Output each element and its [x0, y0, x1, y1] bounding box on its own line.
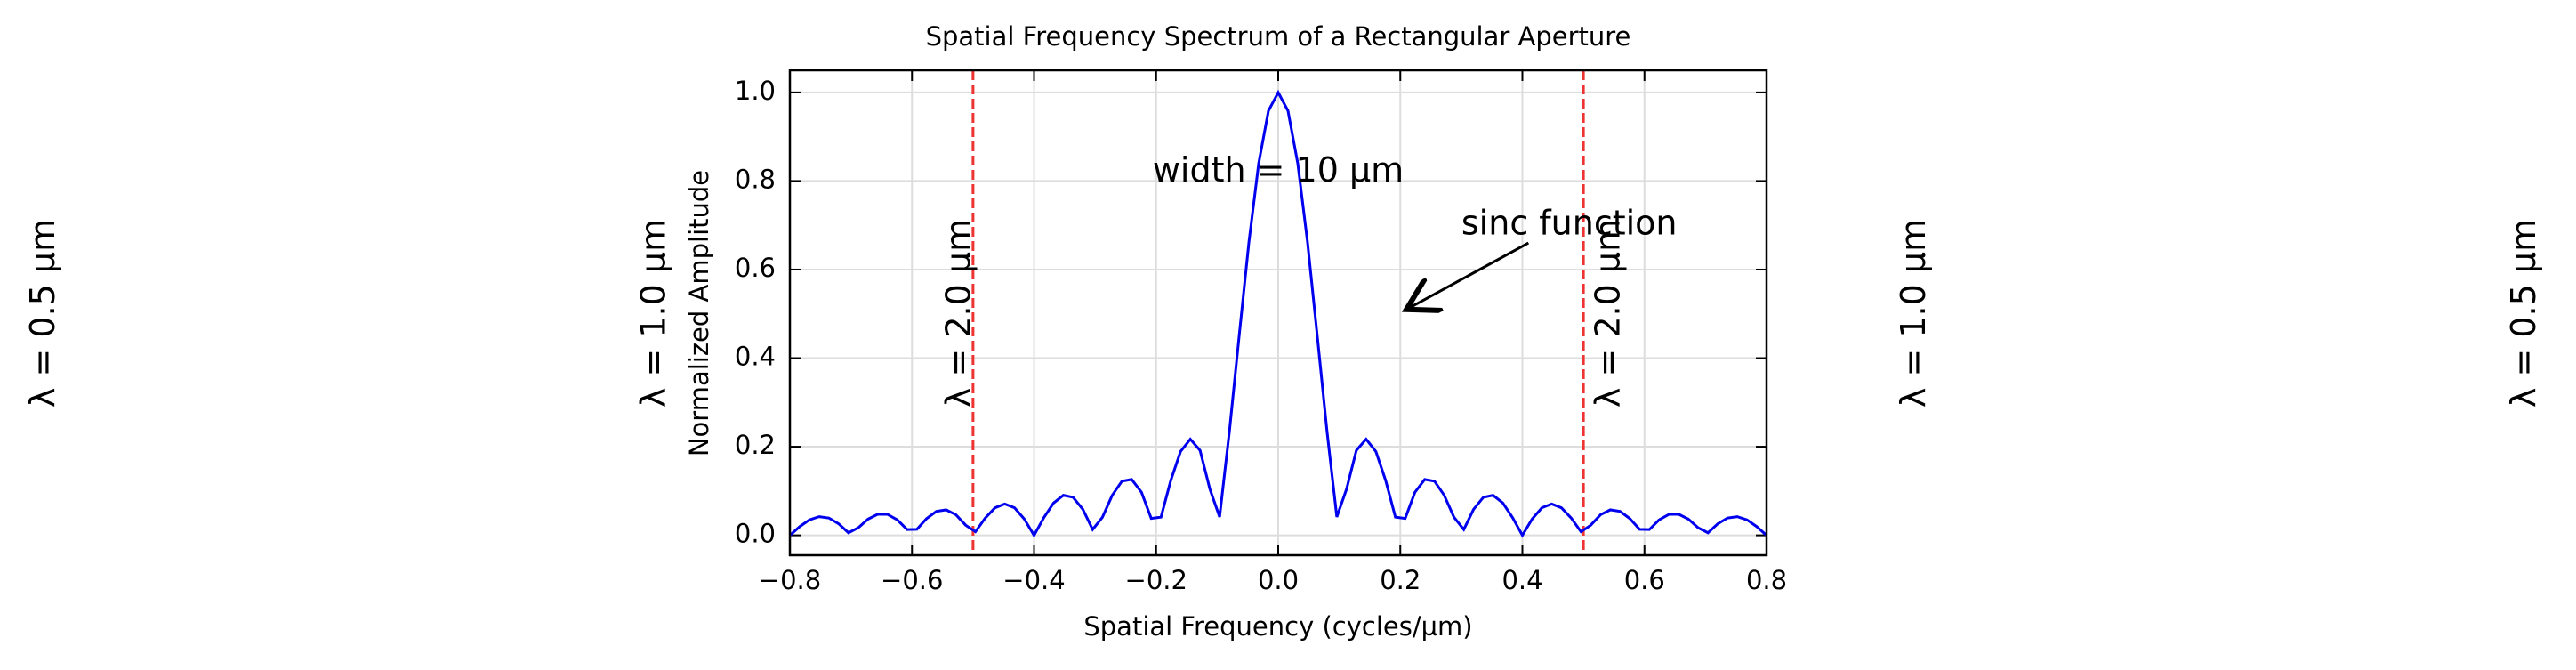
x-tick-label: −0.8: [759, 565, 821, 595]
y-tick-label: 0.6: [735, 253, 776, 283]
x-tick-label: −0.6: [881, 565, 943, 595]
x-tick-label: 0.2: [1380, 565, 1421, 595]
x-tick-label: 0.0: [1258, 565, 1299, 595]
y-tick-label: 0.2: [735, 430, 776, 460]
annotation: width = 10 µm: [1153, 150, 1404, 190]
annotation-arrow: [1406, 241, 1530, 310]
x-axis-label: Spatial Frequency (cycles/µm): [1083, 611, 1472, 642]
line-series: [789, 89, 1767, 538]
plot-frame: [788, 69, 1768, 557]
wavelength-label: λ = 1.0 µm: [633, 219, 672, 408]
wavelength-label: λ = 2.0 µm: [938, 219, 978, 408]
wavelength-label: λ = 0.5 µm: [23, 219, 62, 408]
y-tick-label: 0.8: [735, 164, 776, 194]
x-tick-label: 0.4: [1501, 565, 1542, 595]
y-axis-label: Normalized Amplitude: [684, 170, 714, 456]
x-tick-label: 0.6: [1624, 565, 1665, 595]
wavelength-label: λ = 0.5 µm: [2504, 219, 2543, 408]
y-tick-label: 1.0: [735, 76, 776, 106]
y-tick-label: 0.4: [735, 342, 776, 372]
wavelength-label: λ = 2.0 µm: [1589, 219, 1628, 408]
chart-title: Spatial Frequency Spectrum of a Rectangu…: [926, 21, 1631, 52]
x-tick-label: −0.2: [1125, 565, 1187, 595]
annotation: sinc function: [1461, 204, 1678, 243]
wavelength-label: λ = 1.0 µm: [1894, 219, 1933, 408]
x-tick-label: −0.4: [1002, 565, 1065, 595]
y-tick-label: 0.0: [735, 519, 776, 549]
x-tick-label: 0.8: [1746, 565, 1787, 595]
